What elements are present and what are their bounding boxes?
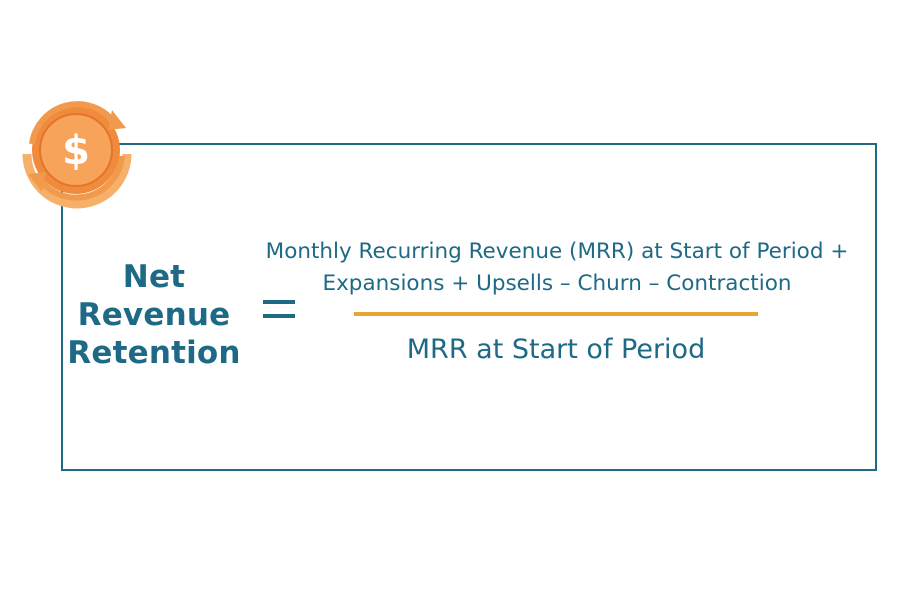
equals-sign bbox=[263, 298, 295, 320]
formula-numerator: Monthly Recurring Revenue (MRR) at Start… bbox=[262, 236, 852, 300]
formula-denominator: MRR at Start of Period bbox=[406, 334, 706, 365]
dollar-glyph: $ bbox=[62, 128, 90, 174]
numerator-line-2: Expansions + Upsells – Churn – Contracti… bbox=[322, 271, 792, 296]
formula-frame bbox=[61, 143, 877, 471]
lhs-line-2: Revenue bbox=[77, 297, 231, 333]
fraction-bar bbox=[354, 312, 758, 316]
lhs-line-3: Retention bbox=[67, 335, 241, 371]
equals-bar-top bbox=[263, 300, 295, 304]
lhs-line-1: Net bbox=[122, 259, 186, 295]
numerator-line-1: Monthly Recurring Revenue (MRR) at Start… bbox=[265, 239, 849, 264]
equals-bar-bottom bbox=[263, 314, 295, 318]
formula-lhs: Net Revenue Retention bbox=[66, 258, 242, 372]
dollar-cycle-icon: $ bbox=[22, 101, 132, 209]
